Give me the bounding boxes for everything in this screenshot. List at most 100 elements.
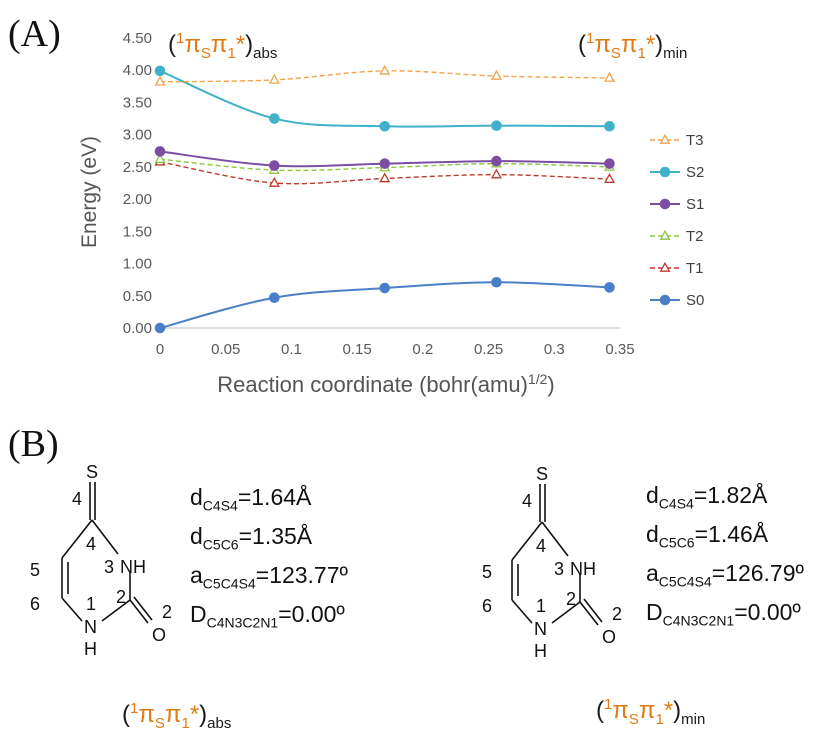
x-tick-label: 0 [156, 341, 164, 358]
atom-number: 6 [482, 596, 492, 616]
legend-marker [659, 229, 671, 240]
series-t3 [154, 64, 615, 86]
legend-marker [659, 198, 671, 210]
data-point-s2 [379, 120, 391, 132]
y-tick-label: 2.50 [123, 159, 152, 176]
atom-h: H [534, 641, 547, 661]
legend-marker [659, 261, 671, 272]
data-point-t1 [603, 172, 615, 183]
legend-item-s0: S0 [650, 292, 704, 309]
geom-d-c5c6: dC5C6=1.35Å [190, 523, 313, 553]
data-point-s2 [269, 113, 280, 124]
atom-number: 4 [536, 536, 546, 556]
atom-o: O [152, 625, 166, 645]
atom-number: 1 [536, 596, 546, 616]
y-tick-label: 3.00 [123, 127, 152, 144]
geom-angle: aC5C4S4=123.77º [190, 562, 348, 592]
data-point-s1 [491, 155, 502, 167]
x-tick-label: 0.05 [211, 341, 240, 358]
atom-o: O [602, 627, 616, 647]
atom-number: 4 [72, 489, 82, 509]
geometry-min: dC4S4=1.82Å dC5C6=1.46Å aC5C4S4=126.79º … [646, 480, 804, 636]
atom-number: 2 [162, 602, 172, 622]
atom-s: S [536, 464, 548, 484]
panel-a-label: (A) [8, 13, 61, 55]
atom-n: N [84, 617, 97, 637]
atom-number: 2 [116, 587, 126, 607]
legend-item-s2: S2 [650, 164, 704, 181]
atom-number: 1 [86, 594, 96, 614]
data-point-t3 [379, 64, 391, 75]
data-point-s0 [269, 292, 280, 304]
x-tick-label: 0.3 [544, 341, 565, 358]
data-point-t3 [490, 69, 502, 80]
data-point-s2 [154, 65, 166, 77]
data-point-t1 [490, 168, 502, 179]
y-tick-label: 1.50 [123, 223, 152, 240]
data-point-s0 [379, 282, 391, 294]
geom-angle: aC5C4S4=126.79º [646, 560, 804, 590]
geom-d-c5c6: dC5C6=1.46Å [646, 521, 769, 551]
data-point-t1 [379, 172, 391, 183]
series-s1 [154, 146, 615, 171]
data-point-t1 [268, 176, 280, 187]
atom-number: 6 [30, 594, 40, 614]
data-point-s2 [604, 120, 615, 132]
energy-chart: 0.00 0.50 1.00 1.50 2.00 2.50 3.00 3.50 4.00 4.50… [78, 30, 704, 397]
legend-label: T3 [686, 132, 704, 149]
molecule-min: S NH O N H 4 4 3 5 2 2 6 1 [482, 464, 622, 661]
atom-number: 2 [566, 589, 576, 609]
series-s2 [154, 65, 615, 132]
legend-item-t3: T3 [650, 132, 704, 149]
legend-item-s1: S1 [650, 196, 704, 213]
legend-marker [659, 166, 671, 178]
atom-number: 5 [482, 562, 492, 582]
x-axis-label: Reaction coordinate (bohr(amu)1/2) [217, 371, 554, 397]
atom-number: 4 [522, 491, 532, 511]
atom-number: 2 [612, 604, 622, 624]
y-tick-label: 0.00 [123, 320, 152, 337]
atom-nh: NH [570, 559, 596, 579]
atom-n: N [534, 619, 547, 639]
y-tick-label: 0.50 [123, 288, 152, 305]
data-point-t3 [603, 71, 615, 82]
data-point-s1 [154, 146, 166, 157]
min-state-annotation: (1πSπ1*)min [578, 30, 688, 62]
legend-item-t1: T1 [650, 260, 704, 277]
geometry-abs: dC4S4=1.64Å dC5C6=1.35Å aC5C4S4=123.77º … [190, 482, 348, 638]
atom-h: H [84, 639, 97, 659]
y-tick-label: 4.50 [123, 30, 152, 47]
legend-label: S0 [686, 292, 704, 309]
x-tick-label: 0.15 [343, 341, 372, 358]
x-tick-label: 0.1 [281, 341, 302, 358]
series-t1 [154, 155, 615, 187]
atom-number: 3 [104, 557, 114, 577]
legend-marker [659, 294, 671, 306]
y-tick-label: 1.00 [123, 256, 152, 273]
legend-marker [659, 133, 671, 144]
atom-number: 3 [554, 559, 564, 579]
abs-state-annotation: (1πSπ1*)abs [168, 30, 278, 62]
geom-dihedral: DC4N3C2N1=0.00º [646, 599, 801, 629]
data-point-s0 [604, 282, 615, 293]
data-point-s2 [491, 120, 502, 131]
min-state-caption: (1πSπ1*)min [596, 696, 706, 728]
series-line-s2 [159, 69, 610, 128]
x-tick-label: 0.35 [605, 341, 634, 358]
x-tick-label: 0.25 [474, 341, 503, 358]
legend-label: T2 [686, 228, 704, 245]
legend-item-t2: T2 [650, 228, 704, 245]
geom-dihedral: DC4N3C2N1=0.00º [190, 601, 345, 631]
data-point-s1 [269, 160, 280, 171]
data-point-t3 [154, 75, 166, 86]
atom-number: 5 [30, 560, 40, 580]
geom-d-c4s4: dC4S4=1.64Å [190, 484, 312, 514]
y-tick-label: 3.50 [123, 94, 152, 111]
x-tick-label: 0.2 [412, 341, 433, 358]
series-s0 [154, 276, 615, 334]
atom-number: 4 [86, 534, 96, 554]
data-point-s1 [604, 158, 615, 169]
data-point-t3 [268, 73, 280, 84]
legend-label: T1 [686, 260, 704, 277]
atom-s: S [86, 462, 98, 482]
